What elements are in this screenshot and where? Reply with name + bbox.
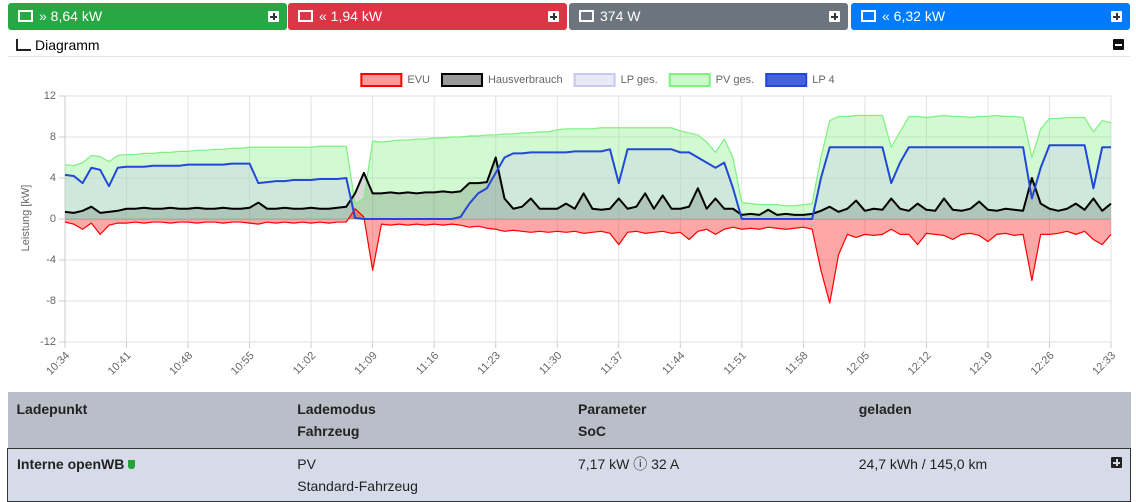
pv-icon xyxy=(18,10,33,22)
x-tick-label: 11:23 xyxy=(476,350,503,377)
chart-icon xyxy=(16,39,31,51)
legend-swatch xyxy=(360,73,403,87)
vehicle: Standard-Fahrzeug xyxy=(297,478,418,494)
header-text: Lademodus xyxy=(297,401,376,417)
x-tick-label: 10:55 xyxy=(229,350,257,378)
charge-power: « 6,32 kW xyxy=(882,8,946,24)
x-tick-label: 12:05 xyxy=(844,350,872,378)
x-tick-label: 12:33 xyxy=(1090,350,1118,378)
house-tile[interactable]: 374 W xyxy=(569,3,848,30)
expand-button[interactable] xyxy=(1111,11,1122,22)
legend-swatch xyxy=(440,73,483,87)
grid-icon xyxy=(298,10,313,22)
header-text: Ladepunkt xyxy=(16,401,88,417)
legend-label: Hausverbrauch xyxy=(488,74,563,86)
legend-item: PV ges. xyxy=(668,73,755,87)
y-tick-label: 0 xyxy=(50,213,56,225)
legend-swatch xyxy=(573,73,616,87)
pv-power: » 8,64 kW xyxy=(39,8,103,24)
table-row[interactable]: Interne openWB PV Standard-Fahrzeug 7,17 … xyxy=(7,448,1131,502)
header-cell: Parameter SoC xyxy=(569,392,850,449)
legend-item: Hausverbrauch xyxy=(440,73,563,87)
charge-point-table: Ladepunkt Lademodus Fahrzeug Parameter SoC… xyxy=(7,392,1131,502)
legend-item: LP ges. xyxy=(573,73,658,87)
expand-button[interactable] xyxy=(548,11,559,22)
x-tick-label: 10:34 xyxy=(44,350,72,378)
x-tick-label: 12:19 xyxy=(967,350,995,378)
x-tick-label: 11:44 xyxy=(660,350,687,377)
pv-tile[interactable]: » 8,64 kW xyxy=(8,3,287,30)
grid-tile[interactable]: « 1,94 kW xyxy=(288,3,567,30)
line xyxy=(64,144,1111,220)
legend-label: LP ges. xyxy=(621,74,658,86)
x-tick-label: 12:26 xyxy=(1029,350,1057,378)
x-tick-label: 11:51 xyxy=(722,350,749,377)
header-text: Fahrzeug xyxy=(297,423,360,439)
parameter: 7,17 kW ⓘ 32 A xyxy=(578,456,680,472)
charge-mode: PV xyxy=(297,456,316,472)
chart: Leistung [kW] 12 8 4 0 -4 -8 -12 10:34 10:41 10:4… xyxy=(20,73,1118,378)
charge-tile[interactable]: « 6,32 kW xyxy=(851,3,1130,30)
legend-item: LP 4 xyxy=(765,73,835,87)
line xyxy=(64,156,1112,216)
x-tick-label: 11:16 xyxy=(414,350,441,377)
header-cell: Lademodus Fahrzeug xyxy=(288,392,569,449)
y-tick-label: 12 xyxy=(44,90,56,102)
x-tick-label: 11:09 xyxy=(352,350,379,377)
cell: PV Standard-Fahrzeug xyxy=(288,448,569,502)
x-tick-label: 10:48 xyxy=(167,350,195,378)
grid-power: « 1,94 kW xyxy=(319,8,383,24)
x-tick-label: 12:12 xyxy=(906,350,934,378)
panel-title: Diagramm xyxy=(35,37,100,53)
expand-button[interactable] xyxy=(829,11,840,22)
legend-item: EVU xyxy=(360,73,430,87)
house-power: 374 W xyxy=(600,8,641,24)
y-tick-label: 4 xyxy=(50,172,56,184)
x-tick-label: 11:02 xyxy=(291,350,318,377)
header-text: Parameter xyxy=(578,401,647,417)
x-tick-label: 11:37 xyxy=(599,350,626,377)
area xyxy=(65,208,1111,304)
area xyxy=(65,145,1111,219)
legend-swatch xyxy=(668,73,711,87)
charged: 24,7 kWh / 145,0 km xyxy=(858,456,988,472)
y-tick-label: -12 xyxy=(40,336,56,348)
legend-swatch xyxy=(765,73,808,87)
area xyxy=(65,115,1111,219)
line xyxy=(64,208,1112,304)
header-cell: geladen xyxy=(849,392,1131,449)
table-header: Ladepunkt Lademodus Fahrzeug Parameter SoC… xyxy=(7,392,1131,449)
cell: 24,7 kWh / 145,0 km xyxy=(849,448,1131,502)
expand-button[interactable] xyxy=(1111,457,1122,468)
y-tick-label: -8 xyxy=(46,295,56,307)
house-icon xyxy=(579,10,594,22)
legend-label: EVU xyxy=(407,74,430,86)
header-text: geladen xyxy=(858,401,912,417)
header-text: SoC xyxy=(578,423,606,439)
y-axis-label: Leistung [kW] xyxy=(20,185,32,252)
legend: EVU Hausverbrauch LP ges. PV ges. LP 4 xyxy=(360,73,835,87)
plug-icon xyxy=(128,460,136,469)
charge-icon xyxy=(861,10,876,22)
x-tick-label: 11:58 xyxy=(783,350,810,377)
expand-button[interactable] xyxy=(268,11,279,22)
y-tick-label: 8 xyxy=(50,131,56,143)
header-cell: Ladepunkt xyxy=(7,392,289,449)
x-tick-label: 10:41 xyxy=(106,350,134,378)
charge-point-name: Interne openWB xyxy=(17,456,125,472)
y-tick-label: -4 xyxy=(46,254,56,266)
legend-label: LP 4 xyxy=(812,74,834,86)
cell: Interne openWB xyxy=(7,448,289,502)
line xyxy=(64,114,1112,207)
legend-label: PV ges. xyxy=(716,74,755,86)
x-tick-label: 11:30 xyxy=(537,350,564,377)
cell: 7,17 kW ⓘ 32 A xyxy=(569,448,850,502)
area xyxy=(65,157,1111,219)
diagram-header: Diagramm xyxy=(8,34,1130,57)
collapse-button[interactable] xyxy=(1113,39,1124,50)
